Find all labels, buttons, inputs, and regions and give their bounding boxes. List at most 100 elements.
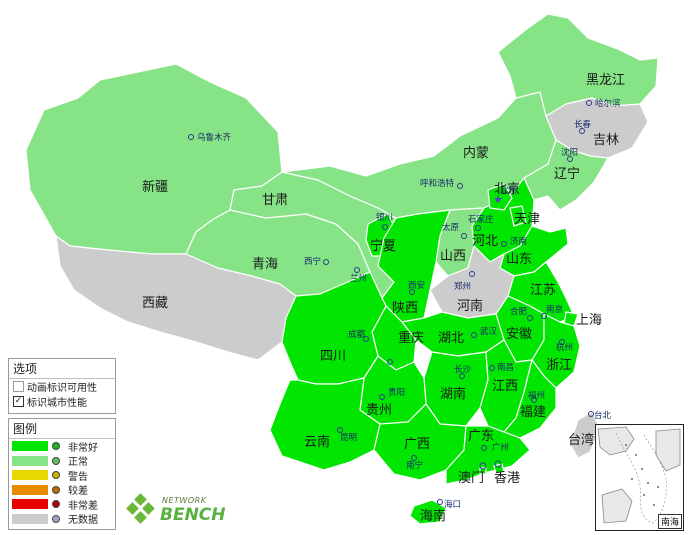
logo-text-bench: BENCH xyxy=(160,505,226,525)
city-dot-hangzhou[interactable] xyxy=(559,339,565,345)
city-shenyang: 沈阳 xyxy=(561,147,578,158)
label-fujian: 福建 xyxy=(520,405,546,420)
province-tianjin[interactable] xyxy=(509,205,527,227)
city-dot-yinchuan[interactable] xyxy=(382,224,388,230)
province-fujian[interactable] xyxy=(503,359,557,439)
networkbench-logo: NETWORK BENCH xyxy=(124,493,234,527)
legend-item-very-poor: 非常差 xyxy=(9,497,115,512)
legend-item-normal: 正常 xyxy=(9,454,115,468)
option-mark-city-performance[interactable]: ✓ 标识城市性能 xyxy=(9,394,115,409)
city-dot-hefei[interactable] xyxy=(527,315,533,321)
city-dot-guangzhou[interactable] xyxy=(481,445,487,451)
label-tianjin: 天津 xyxy=(514,212,540,227)
city-dot-urumqi[interactable] xyxy=(188,134,194,140)
label-sichuan: 四川 xyxy=(320,349,346,364)
city-kunming: 昆明 xyxy=(340,433,357,443)
city-taiyuan: 太原 xyxy=(442,222,459,233)
city-hangzhou: 杭州 xyxy=(556,342,573,353)
label-hongkong: 香港 xyxy=(494,471,520,486)
city-dot-shijiazhuang[interactable] xyxy=(475,225,481,231)
label-xinjiang: 新疆 xyxy=(142,179,168,195)
label-gansu: 甘肃 xyxy=(262,193,288,208)
checkbox-animate-availability[interactable] xyxy=(13,381,24,392)
label-shaanxi: 陕西 xyxy=(392,301,418,316)
checkbox-mark-city-performance[interactable]: ✓ xyxy=(13,396,24,407)
option-animate-availability[interactable]: 动画标识可用性 xyxy=(9,379,115,394)
label-shanxi: 山西 xyxy=(440,249,466,264)
label-jiangxi: 江西 xyxy=(492,379,518,394)
label-ningxia: 宁夏 xyxy=(370,238,396,254)
city-dot-taipei[interactable] xyxy=(588,411,594,417)
legend-item-warning: 警告 xyxy=(9,468,115,483)
city-dot-xining[interactable] xyxy=(323,259,329,265)
capital-star-icon: ★ xyxy=(493,193,503,206)
city-dot-shenyang[interactable] xyxy=(567,156,573,162)
label-zhejiang: 浙江 xyxy=(546,358,572,373)
city-lanzhou: 兰州 xyxy=(350,273,367,284)
legend-item-no-data: 无数据 xyxy=(9,512,115,526)
label-hunan: 湖南 xyxy=(440,386,466,402)
city-dot-kunming[interactable] xyxy=(337,427,343,433)
legend-item-poor: 较差 xyxy=(9,483,115,498)
city-jinan: 济南 xyxy=(510,236,527,247)
city-dot-zhengzhou[interactable] xyxy=(469,271,475,277)
province-yunnan[interactable] xyxy=(269,377,381,471)
city-dot-guiyang-marker[interactable] xyxy=(387,359,393,365)
city-dot-chengdu[interactable] xyxy=(363,336,369,342)
option-mark-city-label: 标识城市性能 xyxy=(27,398,87,409)
label-guangdong: 广东 xyxy=(468,429,494,444)
city-dot-guiyang[interactable] xyxy=(379,394,385,400)
legend-swatch xyxy=(12,455,48,466)
legend-swatch xyxy=(12,513,48,524)
label-macau: 澳门 xyxy=(458,470,484,486)
city-dot-nanjing[interactable] xyxy=(541,313,547,319)
city-guiyang: 贵阳 xyxy=(388,387,405,398)
province-beijing[interactable] xyxy=(487,183,513,211)
city-dot-changchun[interactable] xyxy=(579,128,585,134)
city-dot-lanzhou[interactable] xyxy=(354,267,360,273)
label-chongqing: 重庆 xyxy=(398,330,424,346)
province-zhejiang[interactable] xyxy=(531,313,581,389)
city-changchun: 长春 xyxy=(574,119,592,130)
city-dot-nanning[interactable] xyxy=(411,455,417,461)
option-animate-label: 动画标识可用性 xyxy=(27,383,97,394)
label-xizang: 西藏 xyxy=(142,296,168,311)
legend-dot xyxy=(52,442,60,451)
inset-map xyxy=(597,426,681,524)
province-guangdong[interactable] xyxy=(445,425,531,485)
province-macau[interactable] xyxy=(479,467,487,475)
city-dot-taiyuan[interactable] xyxy=(461,233,467,239)
city-yinchuan: 银川 xyxy=(376,212,393,223)
label-qinghai: 青海 xyxy=(252,257,278,272)
city-dot-harbin[interactable] xyxy=(586,100,592,106)
city-dot-wuhan[interactable] xyxy=(471,332,477,338)
legend-dot xyxy=(52,514,60,523)
city-wuhan: 武汉 xyxy=(480,326,498,337)
label-beijing: 北京 xyxy=(494,182,520,197)
label-yunnan: 云南 xyxy=(304,434,330,450)
city-dot-hongkong[interactable] xyxy=(494,460,502,468)
legend-title: 图例 xyxy=(9,419,115,439)
city-dot-macau[interactable] xyxy=(479,462,487,470)
city-harbin: 哈尔滨 xyxy=(595,98,621,109)
legend-label: 警告 xyxy=(68,471,88,483)
label-liaoning: 辽宁 xyxy=(554,166,580,182)
province-hainan[interactable] xyxy=(409,499,447,525)
legend-dot xyxy=(52,471,60,480)
legend-label: 较差 xyxy=(68,486,88,498)
city-xining: 西宁 xyxy=(304,256,321,267)
city-dot-nanchang[interactable] xyxy=(489,365,495,371)
city-dot-haikou[interactable] xyxy=(437,499,443,505)
legend-panel: 图例 非常好 正常 警告 较差 非常差 无数据 xyxy=(8,418,116,530)
inset-label: 南海 xyxy=(657,514,682,529)
city-dot-hohhot[interactable] xyxy=(457,183,463,189)
city-dot-xian[interactable] xyxy=(409,289,415,295)
label-hebei: 河北 xyxy=(472,234,498,249)
label-guizhou: 贵州 xyxy=(366,403,392,418)
label-jilin: 吉林 xyxy=(593,133,619,148)
city-dot-jinan[interactable] xyxy=(501,241,507,247)
city-dot-fuzhou[interactable] xyxy=(531,397,537,403)
city-dot-changsha[interactable] xyxy=(459,373,465,379)
logo-mark-icon xyxy=(126,493,155,524)
